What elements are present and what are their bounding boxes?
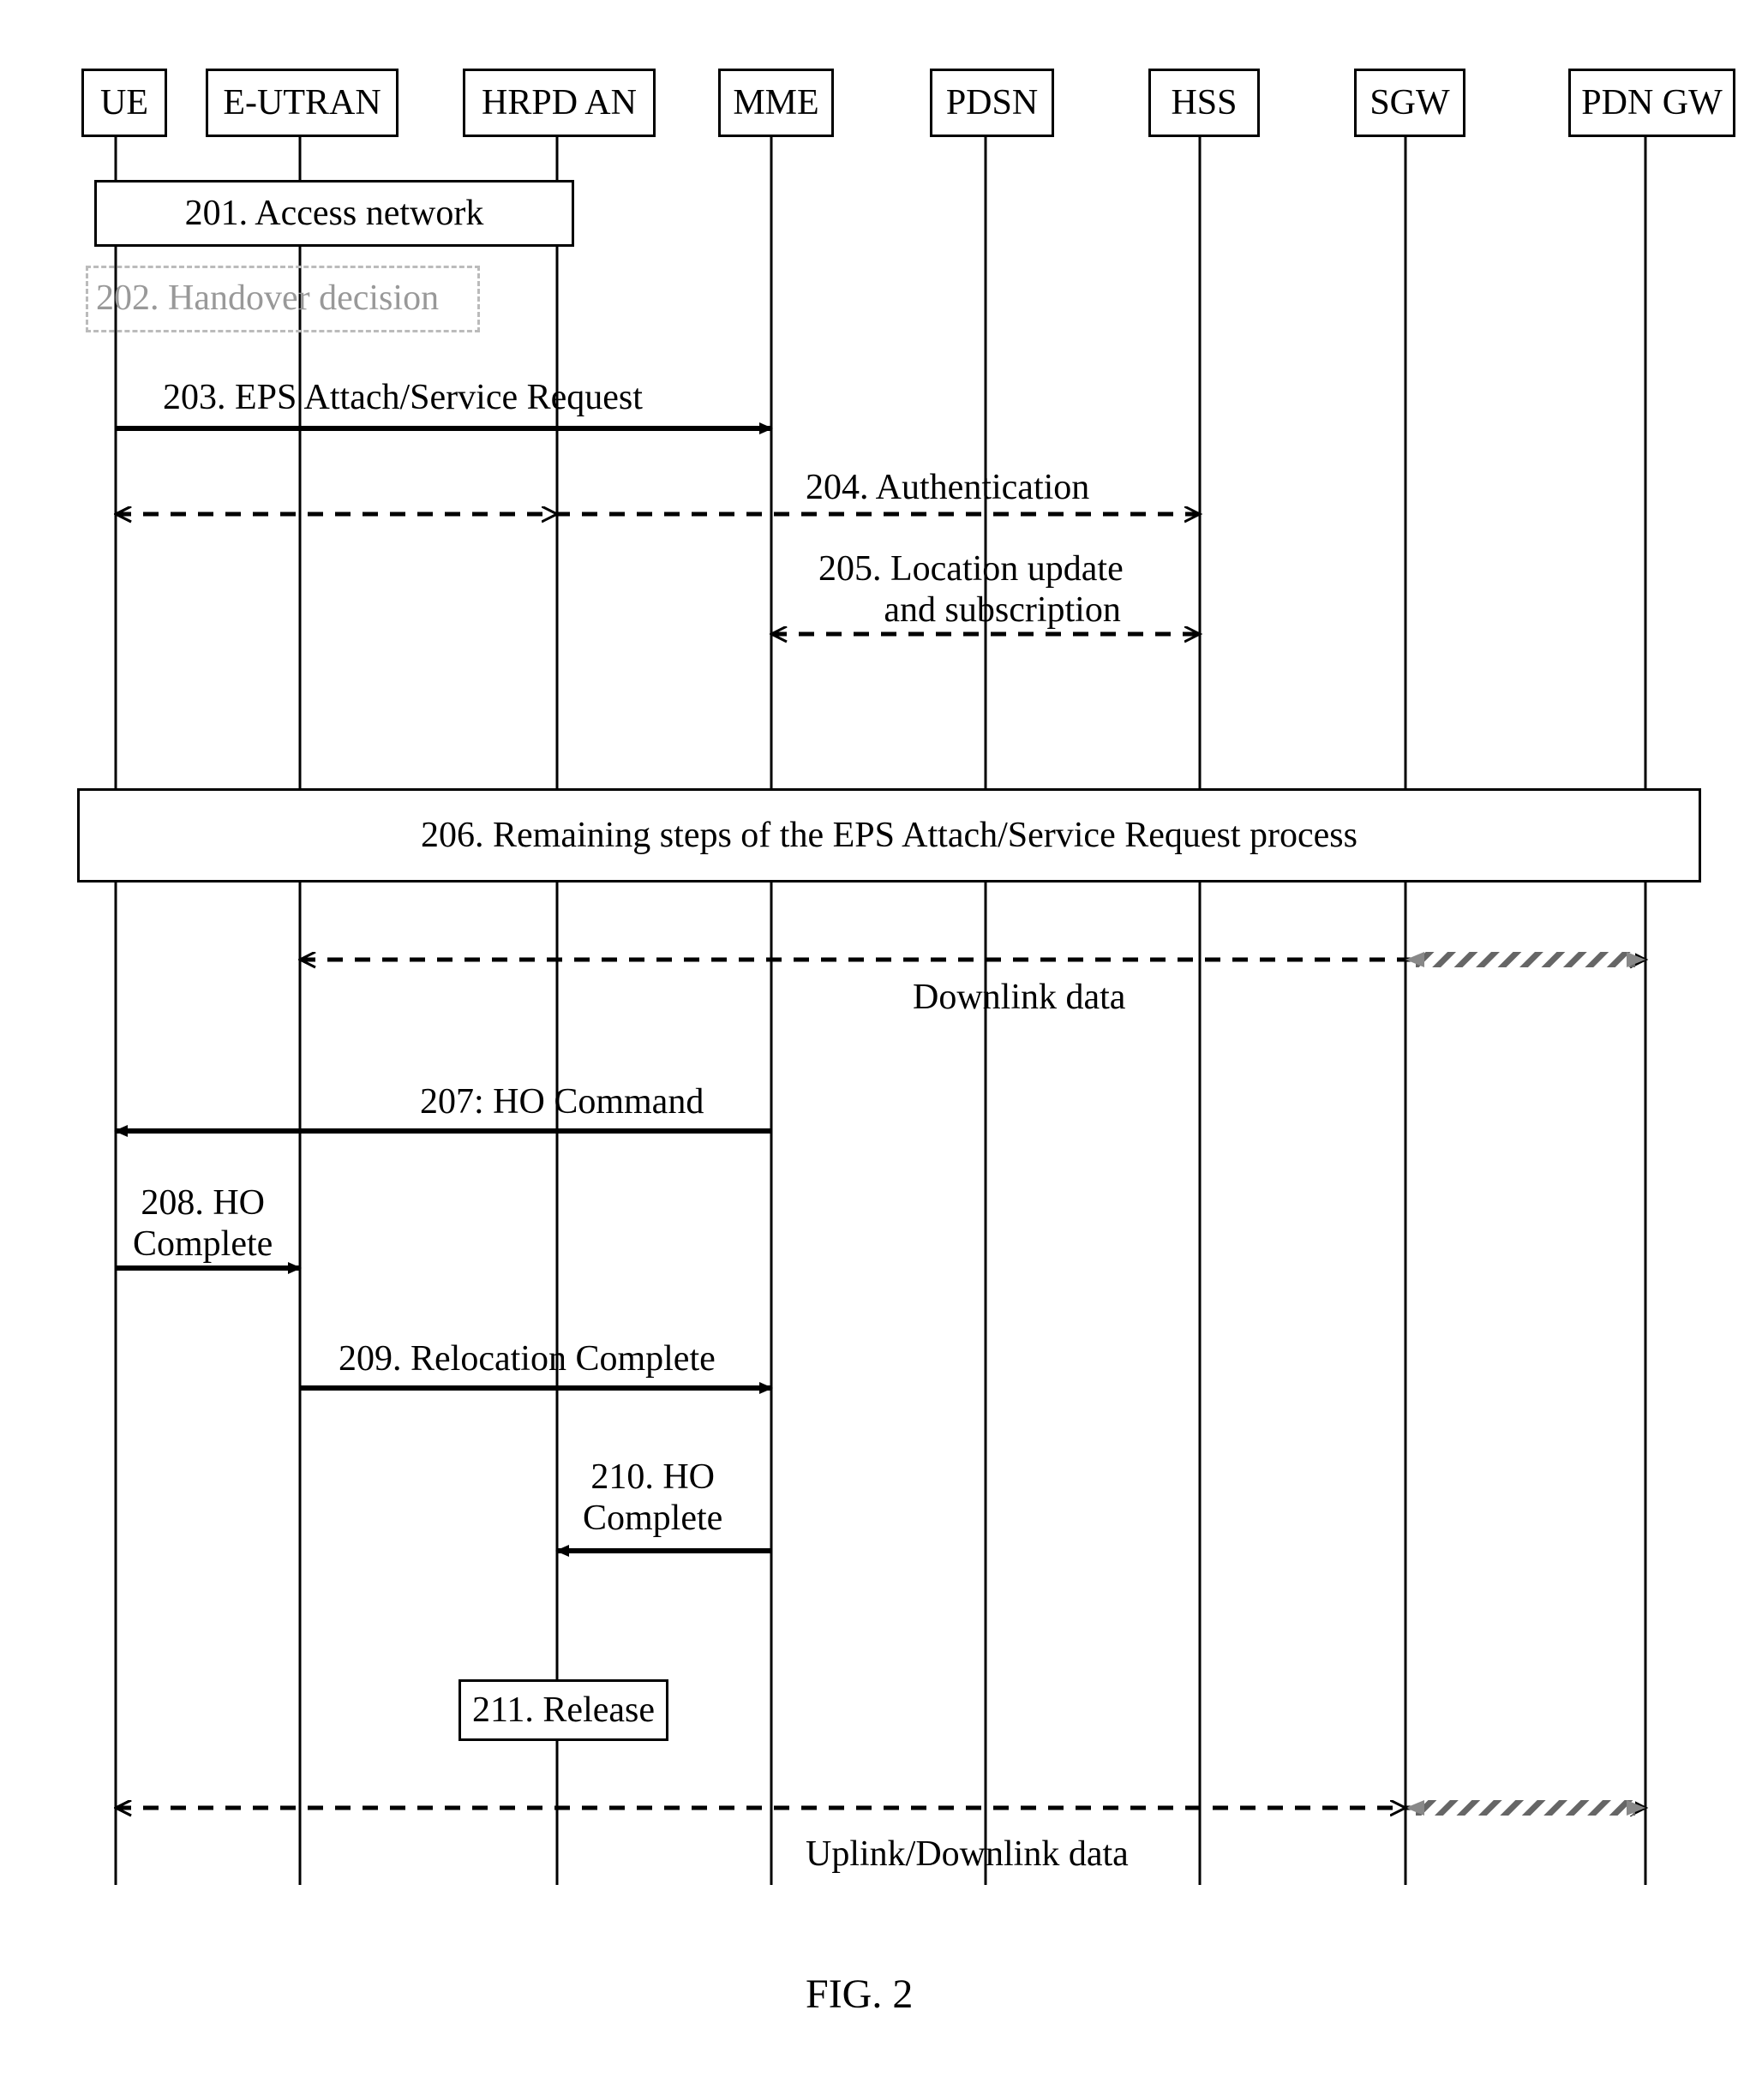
actor-hrpdan: HRPD AN: [463, 69, 656, 137]
m203t-label: 203. EPS Attach/Service Request: [163, 377, 643, 418]
actor-label-mme: MME: [733, 82, 818, 123]
actor-label-hss: HSS: [1171, 82, 1237, 123]
actor-label-sgw: SGW: [1369, 82, 1449, 123]
actor-label-ue: UE: [100, 82, 148, 123]
actor-ue: UE: [81, 69, 167, 137]
step206-box: 206. Remaining steps of the EPS Attach/S…: [77, 788, 1701, 882]
m207-label: 207: HO Command: [420, 1081, 704, 1122]
m208-label: 208. HO Complete: [133, 1182, 273, 1265]
m210-label: 210. HO Complete: [583, 1457, 722, 1540]
dldata-label: Downlink data: [913, 977, 1125, 1018]
step211-box: 211. Release: [458, 1679, 668, 1741]
actor-label-pdngw: PDN GW: [1581, 82, 1723, 123]
m204t-label: 204. Authentication: [806, 467, 1089, 508]
step202-label: 202. Handover decision: [96, 278, 439, 319]
step206-label: 206. Remaining steps of the EPS Attach/S…: [421, 815, 1357, 856]
actor-label-hrpdan: HRPD AN: [482, 82, 637, 123]
message-uldl_sgw-bar: [1416, 1800, 1635, 1816]
actor-pdsn: PDSN: [930, 69, 1054, 137]
step201-label: 201. Access network: [185, 193, 484, 234]
actor-pdngw: PDN GW: [1568, 69, 1735, 137]
actor-sgw: SGW: [1354, 69, 1465, 137]
step211-label: 211. Release: [472, 1690, 655, 1731]
figure-label: FIG. 2: [806, 1971, 913, 2018]
actor-eutran: E-UTRAN: [206, 69, 399, 137]
actor-mme: MME: [718, 69, 834, 137]
message-dldata_sgw-bar: [1416, 952, 1635, 967]
m205-label: 205. Location update and subscription: [818, 548, 1124, 631]
sequence-diagram: FIG. 2 UE E-UTRAN HRPD AN MME PDSN HSS SGW PDN …: [0, 0, 1756, 2100]
actor-hss: HSS: [1148, 69, 1260, 137]
actor-label-pdsn: PDSN: [946, 82, 1038, 123]
uldl-label: Uplink/Downlink data: [806, 1834, 1129, 1875]
step201-box: 201. Access network: [94, 180, 574, 247]
actor-label-eutran: E-UTRAN: [223, 82, 381, 123]
m209-label: 209. Relocation Complete: [339, 1338, 716, 1379]
